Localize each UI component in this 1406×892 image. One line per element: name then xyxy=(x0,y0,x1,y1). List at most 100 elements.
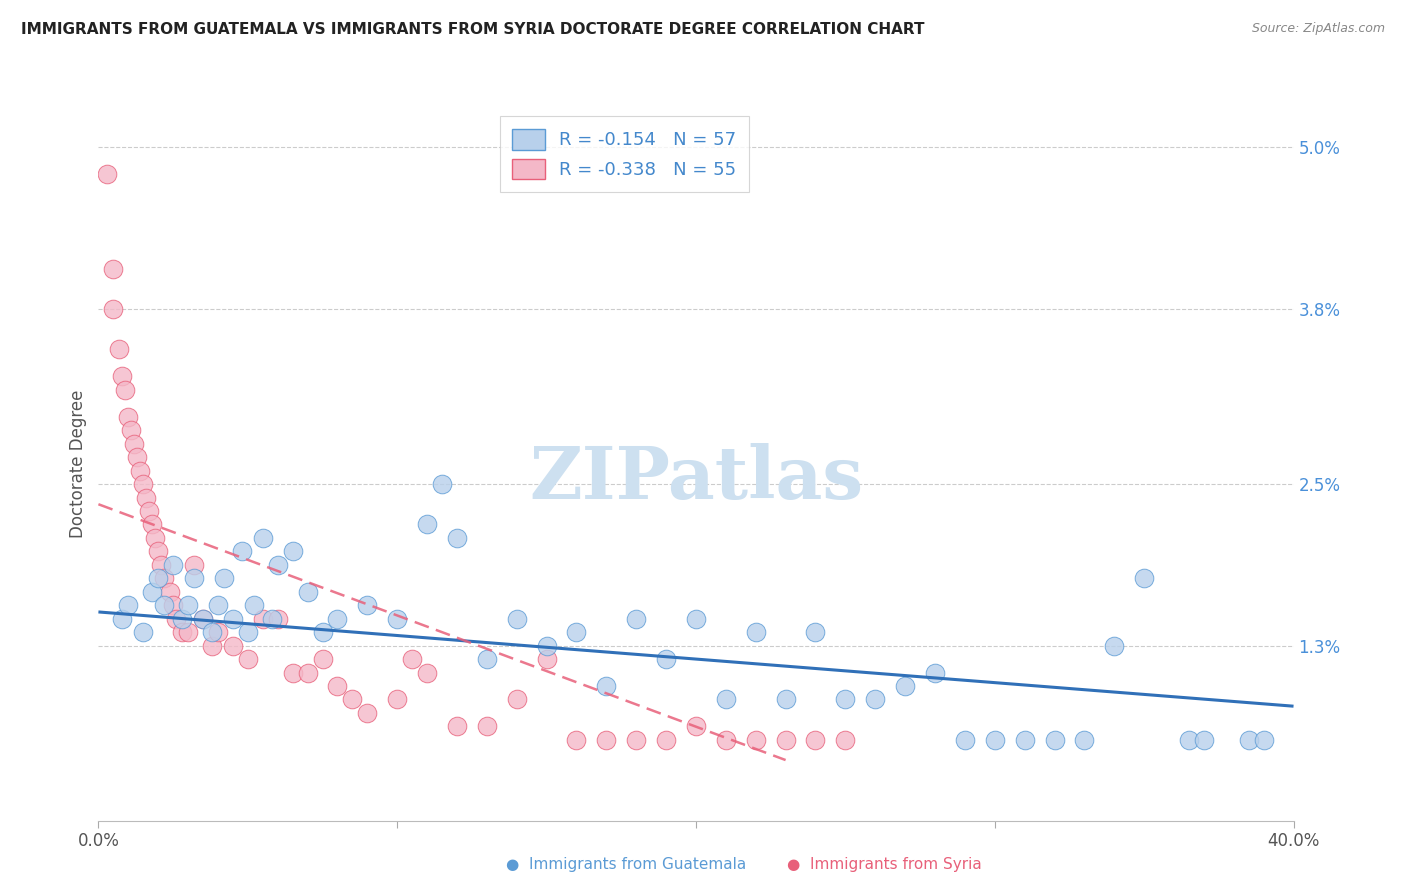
Point xyxy=(430,477,453,491)
Point xyxy=(401,652,423,666)
Point xyxy=(714,732,737,747)
Point xyxy=(117,409,139,424)
Point xyxy=(132,625,155,640)
Point xyxy=(804,625,827,640)
Text: Source: ZipAtlas.com: Source: ZipAtlas.com xyxy=(1251,22,1385,36)
Point xyxy=(212,571,235,585)
Point xyxy=(201,625,224,640)
Text: IMMIGRANTS FROM GUATEMALA VS IMMIGRANTS FROM SYRIA DOCTORATE DEGREE CORRELATION : IMMIGRANTS FROM GUATEMALA VS IMMIGRANTS … xyxy=(21,22,925,37)
Point xyxy=(183,558,205,572)
Point xyxy=(236,652,259,666)
Point xyxy=(236,625,259,640)
Point xyxy=(153,598,176,612)
Point xyxy=(162,558,184,572)
Point xyxy=(103,301,125,316)
Point xyxy=(231,544,253,558)
Point xyxy=(311,625,333,640)
Point xyxy=(297,584,319,599)
Point xyxy=(894,679,917,693)
Point xyxy=(108,343,131,357)
Point xyxy=(252,531,274,545)
Point xyxy=(983,732,1005,747)
Point xyxy=(267,558,290,572)
Point xyxy=(416,665,439,680)
Point xyxy=(124,436,146,450)
Point xyxy=(565,732,588,747)
Point xyxy=(475,719,498,733)
Point xyxy=(252,612,274,626)
Point xyxy=(953,732,976,747)
Point xyxy=(201,639,224,653)
Text: ●  Immigrants from Syria: ● Immigrants from Syria xyxy=(787,857,983,872)
Point xyxy=(111,369,134,384)
Point xyxy=(624,732,647,747)
Point xyxy=(159,584,181,599)
Point xyxy=(132,477,155,491)
Point xyxy=(595,732,617,747)
Point xyxy=(222,639,245,653)
Point xyxy=(506,612,529,626)
Point xyxy=(141,584,163,599)
Text: ZIPatlas: ZIPatlas xyxy=(529,442,863,514)
Point xyxy=(150,558,173,572)
Point xyxy=(804,732,827,747)
Point xyxy=(1073,732,1095,747)
Point xyxy=(281,544,304,558)
Point xyxy=(745,625,768,640)
Point xyxy=(446,531,468,545)
Point xyxy=(96,167,118,181)
Point xyxy=(834,732,856,747)
Point xyxy=(775,692,797,706)
Point xyxy=(834,692,856,706)
Point xyxy=(165,612,187,626)
Point xyxy=(356,706,378,720)
Point xyxy=(311,652,333,666)
Point xyxy=(120,423,142,437)
Point xyxy=(143,531,166,545)
Point xyxy=(446,719,468,733)
Point xyxy=(191,612,214,626)
Point xyxy=(1043,732,1066,747)
Text: ●  Immigrants from Guatemala: ● Immigrants from Guatemala xyxy=(506,857,747,872)
Point xyxy=(1102,639,1125,653)
Point xyxy=(1133,571,1156,585)
Point xyxy=(191,612,214,626)
Point xyxy=(148,571,170,585)
Point xyxy=(685,612,707,626)
Point xyxy=(1178,732,1201,747)
Point xyxy=(385,692,409,706)
Point xyxy=(624,612,647,626)
Point xyxy=(129,464,152,478)
Point xyxy=(863,692,886,706)
Point xyxy=(177,598,200,612)
Point xyxy=(326,612,349,626)
Point xyxy=(297,665,319,680)
Point xyxy=(1237,732,1260,747)
Point xyxy=(655,652,678,666)
Point xyxy=(243,598,266,612)
Point xyxy=(342,692,364,706)
Y-axis label: Doctorate Degree: Doctorate Degree xyxy=(69,390,87,538)
Point xyxy=(356,598,378,612)
Point xyxy=(714,692,737,706)
Point xyxy=(685,719,707,733)
Point xyxy=(148,544,170,558)
Point xyxy=(326,679,349,693)
Point xyxy=(207,625,229,640)
Point xyxy=(416,517,439,532)
Point xyxy=(260,612,283,626)
Point xyxy=(1014,732,1036,747)
Point xyxy=(475,652,498,666)
Point xyxy=(135,491,157,505)
Point xyxy=(506,692,529,706)
Point xyxy=(536,652,558,666)
Point xyxy=(117,598,139,612)
Point xyxy=(924,665,946,680)
Point xyxy=(138,504,160,518)
Point xyxy=(183,571,205,585)
Point xyxy=(595,679,617,693)
Point xyxy=(127,450,149,464)
Point xyxy=(141,517,163,532)
Point xyxy=(745,732,768,747)
Point xyxy=(536,639,558,653)
